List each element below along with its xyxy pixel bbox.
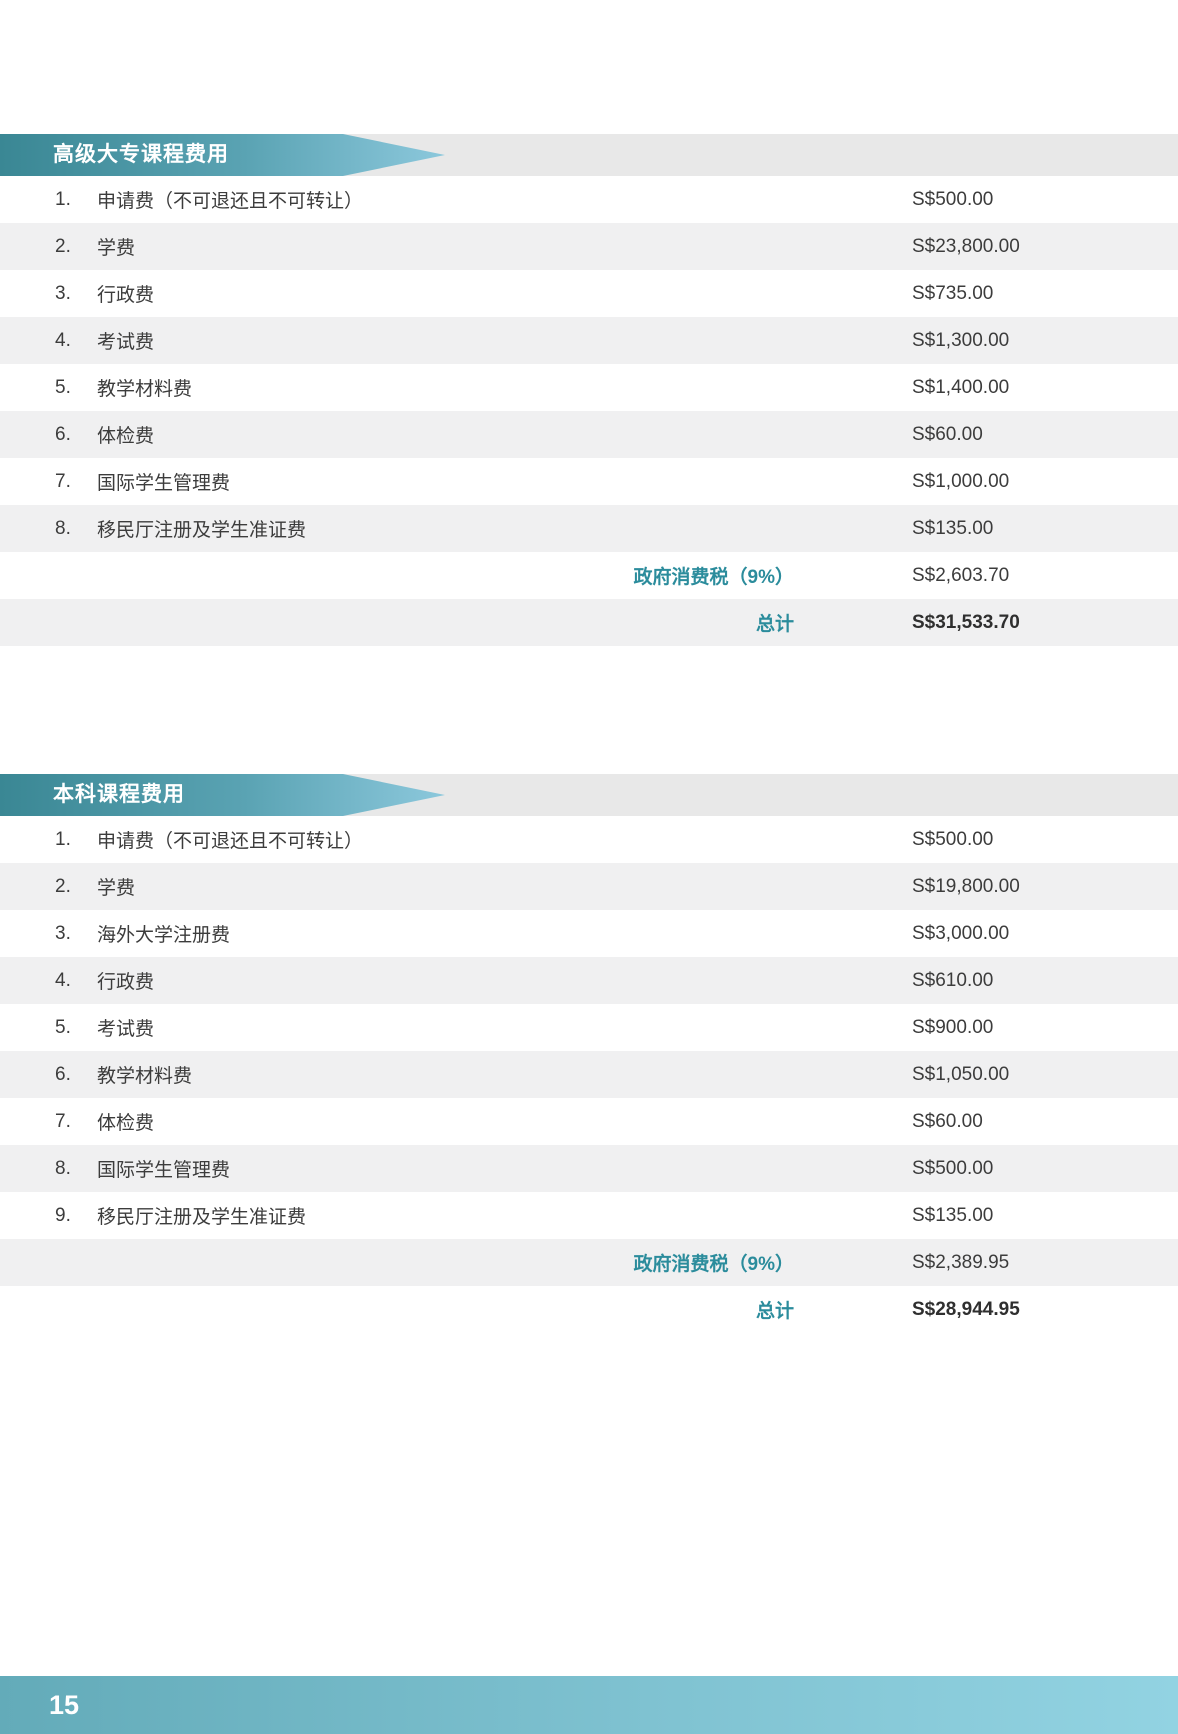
fee-row-label: 国际学生管理费 [97, 1160, 231, 1181]
fee-row-label: 体检费 [97, 1113, 155, 1134]
fee-row-number: 8. [55, 517, 71, 539]
fee-row-value: S$60.00 [912, 423, 983, 445]
fee-row-value: S$900.00 [912, 1016, 994, 1038]
gst-label: 政府消费税（9%） [633, 1254, 794, 1275]
fee-row-number: 5. [55, 1016, 71, 1038]
fee-row-number: 5. [55, 376, 71, 398]
fee-row-label: 考试费 [97, 332, 155, 353]
gst-value: S$2,603.70 [912, 564, 1010, 586]
fee-row-value: S$3,000.00 [912, 922, 1010, 944]
total-label: 总计 [755, 1301, 794, 1322]
page-footer-bar: 15 [0, 1676, 1178, 1734]
fee-row-number: 2. [55, 235, 71, 257]
banner-arrow-shape [0, 774, 445, 816]
fee-row-number: 2. [55, 875, 71, 897]
fee-table-row: 3. 行政费 S$735.00 [0, 270, 1178, 317]
fee-row-label: 教学材料费 [97, 1066, 193, 1087]
page-number: 15 [49, 1689, 80, 1720]
fee-table-row: 8. 移民厅注册及学生准证费 S$135.00 [0, 505, 1178, 552]
fee-row-label: 教学材料费 [97, 379, 193, 400]
fee-table-row: 4. 行政费 S$610.00 [0, 957, 1178, 1004]
fee-row-value: S$1,400.00 [912, 376, 1010, 398]
fee-row-label: 体检费 [97, 426, 155, 447]
fee-table-row: 5. 考试费 S$900.00 [0, 1004, 1178, 1051]
fee-row-label: 申请费（不可退还且不可转让） [97, 831, 364, 852]
fee-row-number: 6. [55, 1063, 71, 1085]
fee-row-label: 行政费 [97, 972, 155, 993]
fee-row-value: S$1,050.00 [912, 1063, 1010, 1085]
fee-row-value: S$610.00 [912, 969, 994, 991]
fee-table-row: 7. 体检费 S$60.00 [0, 1098, 1178, 1145]
fee-row-label: 国际学生管理费 [97, 473, 231, 494]
undergraduate-fee-table: 1. 申请费（不可退还且不可转让） S$500.00 2. 学费 S$19,80… [0, 816, 1178, 1239]
section-title: 本科课程费用 [53, 783, 185, 806]
fee-row-number: 1. [55, 828, 71, 850]
fee-row-value: S$135.00 [912, 517, 994, 539]
fee-row-number: 8. [55, 1157, 71, 1179]
fee-row-number: 1. [55, 188, 71, 210]
fee-row-number: 7. [55, 470, 71, 492]
fee-table-row: 4. 考试费 S$1,300.00 [0, 317, 1178, 364]
total-label: 总计 [755, 614, 794, 635]
fee-row-label: 申请费（不可退还且不可转让） [97, 191, 364, 212]
section-title: 高级大专课程费用 [53, 143, 229, 166]
fee-table-row: 7. 国际学生管理费 S$1,000.00 [0, 458, 1178, 505]
banner-arrow-shape [0, 134, 445, 176]
total-value: S$31,533.70 [912, 611, 1020, 633]
fee-row-value: S$735.00 [912, 282, 994, 304]
fee-row-value: S$500.00 [912, 188, 994, 210]
fee-row-label: 行政费 [97, 285, 155, 306]
fee-table-row: 3. 海外大学注册费 S$3,000.00 [0, 910, 1178, 957]
fee-row-value: S$1,000.00 [912, 470, 1010, 492]
fee-row-value: S$1,300.00 [912, 329, 1010, 351]
fee-table-row: 2. 学费 S$23,800.00 [0, 223, 1178, 270]
fee-table-row: 6. 体检费 S$60.00 [0, 411, 1178, 458]
total-value: S$28,944.95 [912, 1298, 1020, 1320]
fee-row-label: 移民厅注册及学生准证费 [97, 1207, 307, 1228]
fee-row-number: 3. [55, 282, 71, 304]
fee-table-row: 1. 申请费（不可退还且不可转让） S$500.00 [0, 816, 1178, 863]
fee-row-value: S$500.00 [912, 1157, 994, 1179]
fee-row-value: S$500.00 [912, 828, 994, 850]
fee-row-label: 移民厅注册及学生准证费 [97, 520, 307, 541]
fee-row-value: S$135.00 [912, 1204, 994, 1226]
fee-table-row: 2. 学费 S$19,800.00 [0, 863, 1178, 910]
total-row: 总计 S$31,533.70 [0, 599, 1178, 646]
fee-table-row: 5. 教学材料费 S$1,400.00 [0, 364, 1178, 411]
fee-row-number: 6. [55, 423, 71, 445]
fee-row-number: 4. [55, 329, 71, 351]
fee-table-row: 9. 移民厅注册及学生准证费 S$135.00 [0, 1192, 1178, 1239]
fee-row-value: S$60.00 [912, 1110, 983, 1132]
fee-table-row: 1. 申请费（不可退还且不可转让） S$500.00 [0, 176, 1178, 223]
gst-label: 政府消费税（9%） [633, 567, 794, 588]
fee-row-number: 7. [55, 1110, 71, 1132]
fee-row-value: S$23,800.00 [912, 235, 1020, 257]
fee-row-label: 考试费 [97, 1019, 155, 1040]
gst-row: 政府消费税（9%） S$2,603.70 [0, 552, 1178, 599]
gst-row: 政府消费税（9%） S$2,389.95 [0, 1239, 1178, 1286]
fee-row-value: S$19,800.00 [912, 875, 1020, 897]
fee-row-label: 学费 [97, 878, 136, 899]
fee-row-label: 学费 [97, 238, 136, 259]
fee-table-row: 8. 国际学生管理费 S$500.00 [0, 1145, 1178, 1192]
fee-row-number: 9. [55, 1204, 71, 1226]
fee-row-number: 4. [55, 969, 71, 991]
undergraduate-fees-banner: 本科课程费用 [0, 774, 1178, 816]
fee-row-number: 3. [55, 922, 71, 944]
fee-row-label: 海外大学注册费 [97, 925, 231, 946]
advanced-diploma-fee-table: 1. 申请费（不可退还且不可转让） S$500.00 2. 学费 S$23,80… [0, 176, 1178, 552]
advanced-diploma-fees-banner: 高级大专课程费用 [0, 134, 1178, 176]
total-row: 总计 S$28,944.95 [0, 1286, 1178, 1333]
fee-table-row: 6. 教学材料费 S$1,050.00 [0, 1051, 1178, 1098]
gst-value: S$2,389.95 [912, 1251, 1010, 1273]
